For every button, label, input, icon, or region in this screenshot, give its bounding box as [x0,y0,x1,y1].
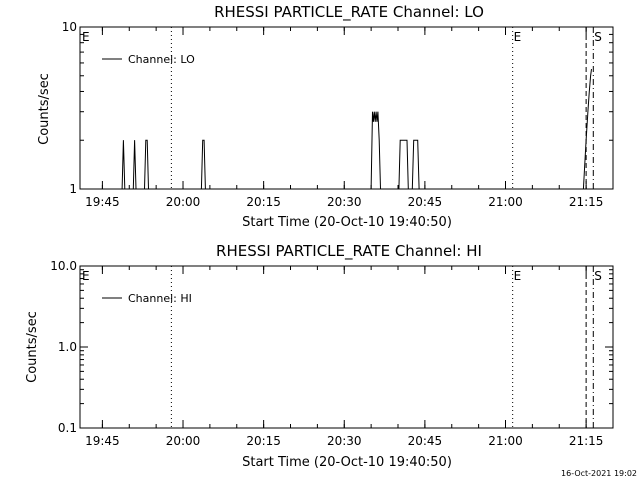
event-marker-label: E [82,269,90,283]
series-line [121,69,592,190]
event-marker-label: S [594,30,602,44]
panel-lo-legend-label: Channel: LO [128,53,195,66]
panel-hi-plot-area: 19:45 20:00 20:15 20:30 20:45 21:00 21:15 0.1 1.… [50,259,614,448]
y-tick-label: 10.0 [50,259,77,273]
panel-lo-ylabel: Counts/sec [37,73,52,145]
panel-hi-legend-label: Channel: HI [128,292,192,305]
y-tick-label: 10 [62,20,77,34]
panel-hi-xlabel: Start Time (20-Oct-10 19:40:50) [242,455,452,470]
x-tick-label: 20:15 [246,195,281,209]
x-tick-label: 21:00 [488,195,523,209]
panel-lo-frame [79,26,614,190]
timestamp-stamp: 16-Oct-2021 19:02 [561,469,637,478]
panel-lo-title: RHESSI PARTICLE_RATE Channel: LO [214,3,484,22]
x-tick-label: 21:00 [488,434,523,448]
x-tick-label: 20:15 [246,434,281,448]
event-marker-label: S [594,269,602,283]
x-tick-label: 20:00 [166,195,201,209]
y-tick-label: 1.0 [58,340,77,354]
x-tick-label: 20:45 [408,434,443,448]
x-tick-label: 19:45 [85,195,120,209]
y-tick-label: 1 [69,182,77,196]
panel-lo-xlabel: Start Time (20-Oct-10 19:40:50) [242,215,452,230]
x-tick-label: 21:15 [569,195,604,209]
event-marker-label: E [514,269,522,283]
x-tick-label: 21:15 [569,434,604,448]
x-tick-label: 20:45 [408,195,443,209]
event-marker-label: E [82,30,90,44]
x-tick-label: 20:30 [327,195,362,209]
panel-lo: RHESSI PARTICLE_RATE Channel: LO Counts/… [37,3,614,230]
event-marker-label: E [514,30,522,44]
x-tick-label: 20:00 [166,434,201,448]
panel-lo-plot-area: 19:45 20:00 20:15 20:30 20:45 21:00 21:15 1 10 E E… [62,20,614,209]
x-tick-label: 20:30 [327,434,362,448]
panel-hi-frame [79,265,614,429]
panel-hi-title: RHESSI PARTICLE_RATE Channel: HI [216,242,482,261]
y-tick-label: 0.1 [58,421,77,435]
x-tick-label: 19:45 [85,434,120,448]
panel-hi: RHESSI PARTICLE_RATE Channel: HI Counts/… [25,242,614,470]
panel-hi-ylabel: Counts/sec [25,311,40,383]
